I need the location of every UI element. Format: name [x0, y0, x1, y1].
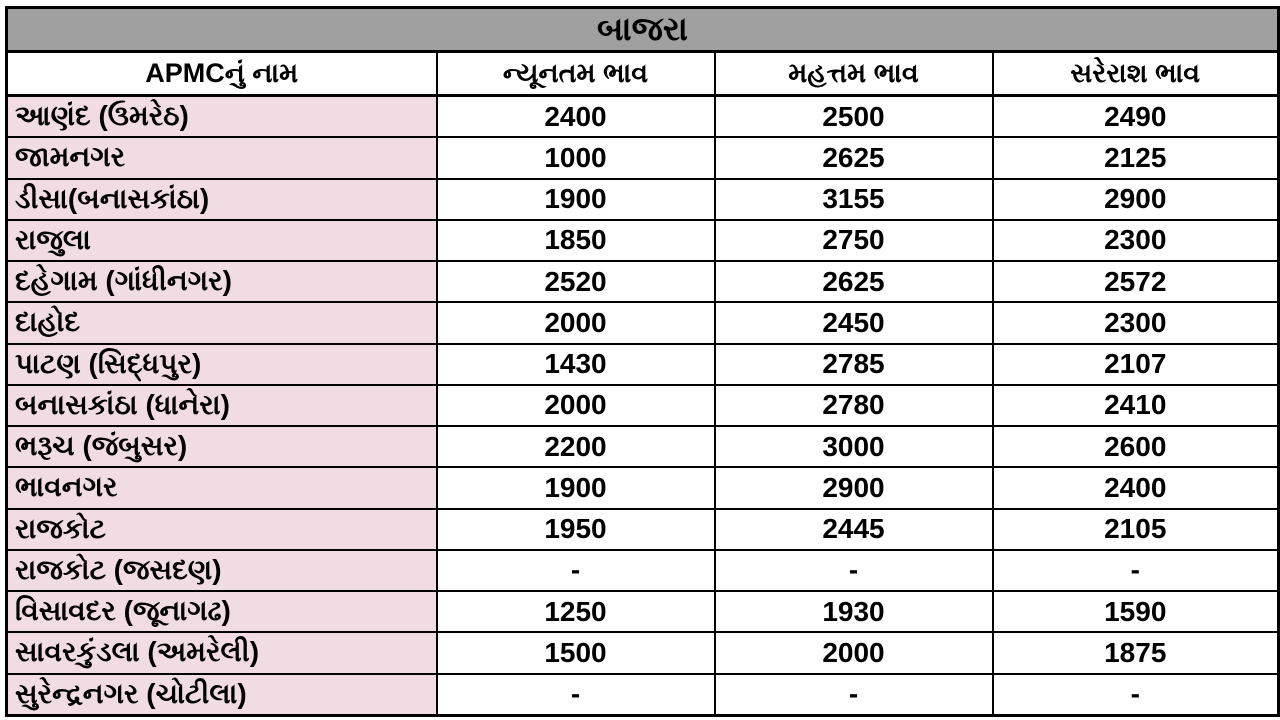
min-price-cell: 2000 — [435, 301, 716, 345]
table-row: રાજકોટ 1950 2445 2105 — [5, 507, 1280, 551]
table-row: ડીસા(બનાસકાંઠા) 1900 3155 2900 — [5, 177, 1280, 221]
avg-price-cell: 2600 — [991, 425, 1280, 469]
table-row: આણંદ (ઉમરેઠ) 2400 2500 2490 — [5, 94, 1280, 139]
max-price-cell: 2780 — [713, 383, 994, 428]
min-price-cell: 1900 — [435, 177, 716, 221]
avg-price-cell: 2900 — [991, 177, 1280, 221]
max-price-cell: 3000 — [713, 425, 994, 469]
avg-price-cell: 2572 — [991, 260, 1280, 304]
avg-price-cell: 2400 — [991, 466, 1280, 510]
column-header-min-price: ન્યૂનતમ ભાવ — [435, 50, 716, 97]
avg-price-cell: 2300 — [991, 301, 1280, 345]
min-price-cell: 1900 — [435, 466, 716, 510]
column-header-avg-price: સરેરાશ ભાવ — [991, 50, 1280, 97]
apmc-name-cell: જામનગર — [5, 136, 438, 180]
header-row: APMCનું નામ ન્યૂનતમ ભાવ મહત્તમ ભાવ સરેરા… — [5, 50, 1280, 97]
max-price-cell: - — [713, 548, 994, 593]
table-row: ભાવનગર 1900 2900 2400 — [5, 466, 1280, 510]
max-price-cell: 2785 — [713, 342, 994, 386]
table-row: ભરૂચ (જંબુસર) 2200 3000 2600 — [5, 425, 1280, 469]
apmc-name-cell: સુરેન્દ્રનગર (ચોટીલા) — [5, 672, 438, 717]
max-price-cell: 3155 — [713, 177, 994, 221]
min-price-cell: 1000 — [435, 136, 716, 180]
commodity-price-table: બાજરા APMCનું નામ ન્યૂનતમ ભાવ મહત્તમ ભાવ… — [5, 6, 1280, 717]
min-price-cell: 1950 — [435, 507, 716, 551]
min-price-cell: 2400 — [435, 94, 716, 139]
min-price-cell: 2200 — [435, 425, 716, 469]
apmc-name-cell: ડીસા(બનાસકાંઠા) — [5, 177, 438, 221]
min-price-cell: 1500 — [435, 631, 716, 675]
avg-price-cell: 2490 — [991, 94, 1280, 139]
max-price-cell: 2450 — [713, 301, 994, 345]
table-row: સુરેન્દ્રનગર (ચોટીલા) - - - — [5, 672, 1280, 717]
table-row: જામનગર 1000 2625 2125 — [5, 136, 1280, 180]
table-row: પાટણ (સિદ્ધપુર) 1430 2785 2107 — [5, 342, 1280, 386]
apmc-name-cell: સાવરકુંડલા (અમરેલી) — [5, 631, 438, 675]
min-price-cell: 1850 — [435, 218, 716, 263]
min-price-cell: 2000 — [435, 383, 716, 428]
apmc-name-cell: ભરૂચ (જંબુસર) — [5, 425, 438, 469]
avg-price-cell: 2107 — [991, 342, 1280, 386]
min-price-cell: 1430 — [435, 342, 716, 386]
max-price-cell: 2000 — [713, 631, 994, 675]
table-row: દાહોદ 2000 2450 2300 — [5, 301, 1280, 345]
table-row: રાજકોટ (જસદણ) - - - — [5, 548, 1280, 593]
avg-price-cell: - — [991, 672, 1280, 717]
max-price-cell: 2625 — [713, 136, 994, 180]
table-row: વિસાવદર (જૂનાગઢ) 1250 1930 1590 — [5, 590, 1280, 634]
max-price-cell: 2900 — [713, 466, 994, 510]
apmc-name-cell: આણંદ (ઉમરેઠ) — [5, 94, 438, 139]
table-row: દહેગામ (ગાંધીનગર) 2520 2625 2572 — [5, 260, 1280, 304]
table-row: સાવરકુંડલા (અમરેલી) 1500 2000 1875 — [5, 631, 1280, 675]
apmc-name-cell: ભાવનગર — [5, 466, 438, 510]
table-row: રાજુલા 1850 2750 2300 — [5, 218, 1280, 263]
max-price-cell: - — [713, 672, 994, 717]
max-price-cell: 2750 — [713, 218, 994, 263]
avg-price-cell: 1590 — [991, 590, 1280, 634]
apmc-name-cell: રાજકોટ (જસદણ) — [5, 548, 438, 593]
table-row: બનાસકાંઠા (ધાનેરા) 2000 2780 2410 — [5, 383, 1280, 428]
avg-price-cell: - — [991, 548, 1280, 593]
max-price-cell: 2625 — [713, 260, 994, 304]
min-price-cell: - — [435, 672, 716, 717]
column-header-max-price: મહત્તમ ભાવ — [713, 50, 994, 97]
avg-price-cell: 2300 — [991, 218, 1280, 263]
min-price-cell: - — [435, 548, 716, 593]
avg-price-cell: 2105 — [991, 507, 1280, 551]
max-price-cell: 2445 — [713, 507, 994, 551]
avg-price-cell: 2410 — [991, 383, 1280, 428]
max-price-cell: 1930 — [713, 590, 994, 634]
apmc-name-cell: દહેગામ (ગાંધીનગર) — [5, 260, 438, 304]
apmc-name-cell: વિસાવદર (જૂનાગઢ) — [5, 590, 438, 634]
max-price-cell: 2500 — [713, 94, 994, 139]
avg-price-cell: 1875 — [991, 631, 1280, 675]
apmc-name-cell: રાજુલા — [5, 218, 438, 263]
column-header-apmc-name: APMCનું નામ — [5, 50, 438, 97]
title-row: બાજરા — [5, 6, 1280, 53]
avg-price-cell: 2125 — [991, 136, 1280, 180]
min-price-cell: 2520 — [435, 260, 716, 304]
apmc-name-cell: બનાસકાંઠા (ધાનેરા) — [5, 383, 438, 428]
min-price-cell: 1250 — [435, 590, 716, 634]
table-title: બાજરા — [5, 6, 1280, 53]
apmc-name-cell: પાટણ (સિદ્ધપુર) — [5, 342, 438, 386]
apmc-name-cell: રાજકોટ — [5, 507, 438, 551]
apmc-name-cell: દાહોદ — [5, 301, 438, 345]
table-body: આણંદ (ઉમરેઠ) 2400 2500 2490 જામનગર 1000 2625 21… — [5, 94, 1280, 717]
